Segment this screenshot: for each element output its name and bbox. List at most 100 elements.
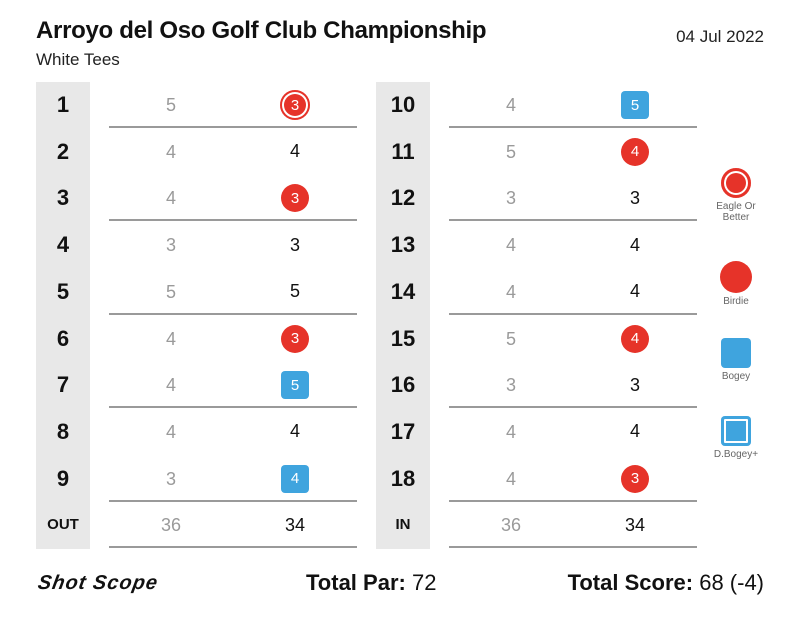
score-cell: 4: [270, 409, 320, 455]
hole-score: 4: [629, 281, 640, 302]
hole-par: 4: [505, 95, 516, 115]
total-par-label: Total Par:: [306, 570, 406, 595]
row-divider: [109, 499, 357, 502]
hole-par: 4: [165, 328, 176, 349]
legend-item-bogey: Bogey: [706, 338, 766, 382]
row-divider: [109, 126, 357, 128]
hole-par: 4: [165, 188, 176, 209]
birdie-score-marker: 3: [621, 464, 649, 493]
hole-par: 3: [165, 468, 176, 489]
row-divider: [449, 312, 697, 315]
hole-score: 4: [629, 421, 640, 442]
score-cell: 4: [610, 222, 660, 268]
hole-row: 14 4 4: [376, 269, 701, 315]
hole-number: 3: [56, 185, 70, 211]
hole-row: 5 5 5: [36, 269, 361, 315]
hole-row: 11 5 4: [376, 129, 701, 175]
score-cell: 5: [270, 269, 320, 315]
hole-number: 11: [391, 138, 415, 164]
birdie-icon: [720, 261, 752, 293]
total-par-value: 72: [411, 570, 437, 595]
hole-score: 4: [289, 421, 300, 442]
eagle-icon: [721, 168, 751, 198]
hole-number: 1: [56, 92, 70, 117]
hole-number-column: [36, 82, 90, 549]
hole-number: 13: [390, 232, 416, 258]
par-total: 36: [500, 515, 522, 536]
row-divider: [449, 499, 697, 502]
eagle-score-marker: 3: [280, 90, 310, 120]
legend-item-eagle: Eagle Or Better: [706, 168, 766, 223]
nine-label: IN: [395, 516, 411, 534]
hole-number: 18: [390, 465, 416, 491]
row-divider: [109, 219, 357, 222]
legend-label: Birdie: [723, 296, 749, 307]
bogey-score-marker: 5: [281, 371, 309, 400]
hole-par: 4: [165, 141, 176, 162]
hole-score: 3: [629, 187, 640, 208]
total-score-value: 68 (-4): [699, 570, 764, 595]
score-total: 34: [284, 514, 306, 535]
hole-number: 5: [56, 278, 70, 304]
score-cell: 34: [610, 502, 660, 548]
total-row: IN 36 34: [376, 502, 701, 549]
hole-row: 1 5 3: [36, 82, 361, 128]
hole-number: 8: [56, 418, 70, 444]
hole-number: 6: [56, 325, 70, 351]
page-title: Arroyo del Oso Golf Club Championship: [36, 17, 487, 44]
bogey-score-marker: 4: [281, 464, 309, 493]
hole-par: 3: [165, 235, 176, 256]
hole-par: 4: [165, 421, 176, 442]
hole-row: 12 3 3: [376, 175, 701, 222]
hole-par: 4: [505, 468, 516, 489]
hole-par: 4: [505, 235, 516, 256]
legend-item-double-bogey: D.Bogey+: [706, 416, 766, 460]
row-divider: [449, 126, 697, 128]
score-cell: 5: [270, 362, 320, 408]
hole-number: 17: [390, 418, 416, 444]
legend-label: Eagle Or Better: [716, 201, 756, 223]
hole-row: 9 3 4: [36, 456, 361, 502]
legend-label: D.Bogey+: [713, 449, 759, 460]
footer: Shot Scope Total Par: 72 Total Score: 68…: [0, 566, 800, 606]
hole-row: 17 4 4: [376, 409, 701, 455]
hole-score: 5: [289, 281, 300, 302]
birdie-score-marker: 4: [621, 324, 649, 353]
total-score-label: Total Score:: [567, 570, 694, 595]
hole-row: 18 4 3: [376, 456, 701, 502]
round-date: 04 Jul 2022: [676, 27, 764, 46]
hole-number: 16: [390, 372, 416, 398]
hole-score: 4: [289, 141, 300, 162]
hole-score: 3: [289, 234, 300, 255]
score-cell: 3: [270, 175, 320, 221]
hole-par: 4: [505, 421, 516, 442]
hole-number: 4: [56, 232, 70, 258]
hole-number: 7: [56, 372, 70, 398]
bogey-icon: [721, 338, 751, 368]
tee-label: White Tees: [36, 50, 120, 69]
row-divider: [109, 312, 357, 315]
score-cell: 4: [610, 409, 660, 455]
hole-row: 7 4 5: [36, 362, 361, 409]
score-cell: 3: [270, 222, 320, 268]
hole-row: 8 4 4: [36, 409, 361, 455]
hole-par: 4: [165, 375, 176, 396]
row-divider: [109, 406, 357, 409]
bogey-score-marker: 5: [621, 91, 649, 119]
hole-number: 14: [390, 278, 416, 304]
row-divider: [449, 406, 697, 409]
hole-row: 16 3 3: [376, 362, 701, 409]
hole-row: 4 3 3: [36, 222, 361, 268]
nine-label: OUT: [47, 516, 79, 534]
hole-number: 15: [390, 325, 416, 351]
score-cell: 4: [270, 456, 320, 502]
hole-score: 4: [629, 234, 640, 255]
score-cell: 5: [610, 82, 660, 128]
hole-row: 3 4 3: [36, 175, 361, 222]
hole-par: 3: [505, 188, 516, 209]
score-cell: 4: [610, 316, 660, 362]
score-cell: 3: [610, 456, 660, 502]
score-cell: 4: [610, 129, 660, 175]
double-bogey-icon: [721, 416, 751, 446]
hole-par: 5: [505, 141, 516, 162]
